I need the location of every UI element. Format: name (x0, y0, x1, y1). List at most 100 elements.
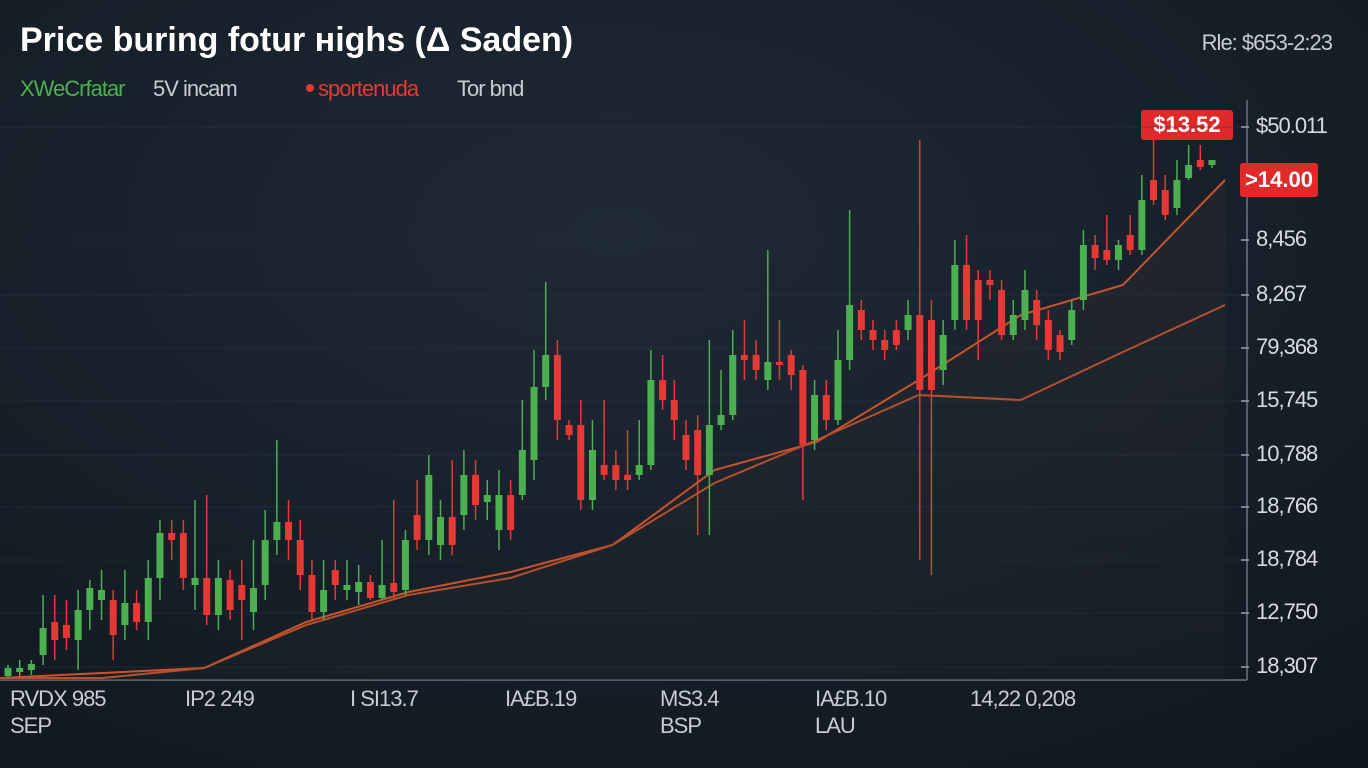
candle-body (179, 533, 187, 578)
candle-body (214, 578, 222, 615)
candle-body (542, 355, 550, 387)
candle-body (261, 540, 269, 585)
candle-body (939, 335, 947, 370)
candle-body (1033, 300, 1041, 325)
candle-body (1196, 160, 1204, 167)
x-tick-label: LAU (815, 713, 855, 738)
price-tag (1240, 163, 1318, 197)
candle-body (507, 495, 515, 530)
candle-body (857, 310, 865, 330)
candle-body (705, 425, 713, 475)
y-tick-label: 12,750 (1256, 599, 1318, 624)
candle-body (1068, 310, 1076, 340)
candle-body (472, 475, 480, 505)
candle-body (1161, 190, 1169, 215)
candle-body (659, 380, 667, 400)
candle-body (694, 430, 702, 475)
y-tick-label: 8,456 (1256, 226, 1307, 251)
y-tick-label: 8,267 (1256, 281, 1307, 306)
candle-body (729, 355, 737, 415)
candle-body (892, 330, 900, 345)
y-tick-label: 18,766 (1256, 493, 1318, 518)
candle-body (775, 362, 783, 365)
x-tick-label: I SI13.7 (350, 686, 419, 711)
candle-body (1114, 245, 1122, 260)
candle-body (296, 540, 304, 575)
candle-body (951, 265, 959, 320)
x-tick-label: SEP (10, 713, 51, 738)
candle-body (121, 603, 129, 625)
candle-body (1208, 160, 1216, 165)
y-tick-label: 79,368 (1256, 334, 1318, 359)
candle-body (27, 664, 35, 670)
candle-body (974, 280, 982, 320)
candle-body (624, 475, 632, 480)
candle-body (144, 578, 152, 622)
candle-body (1044, 320, 1052, 350)
candle-body (834, 360, 842, 420)
candle-body (518, 450, 526, 495)
candle-body (1138, 200, 1146, 250)
candle-body (565, 425, 573, 435)
top-right-label: Rle: $653-2:23 (1202, 30, 1333, 55)
candle-body (238, 585, 246, 600)
candle-body (752, 355, 760, 370)
x-tick-label: IA£B.19 (505, 686, 577, 711)
candle-body (811, 395, 819, 440)
candle-body (670, 400, 678, 420)
candle-body (577, 425, 585, 500)
price-tag-label: >14.00 (1245, 167, 1313, 192)
candle-body (308, 575, 316, 612)
candle-body (109, 600, 117, 635)
ma-line (0, 304, 1226, 679)
candle-body (916, 315, 924, 390)
candle-body (1091, 245, 1099, 258)
candle-body (1021, 290, 1029, 320)
candle-body (355, 582, 363, 592)
candle-body (203, 578, 211, 615)
candle-body (390, 583, 398, 592)
candle-body (401, 540, 409, 590)
candle-body (635, 465, 643, 475)
candle-body (1150, 180, 1158, 200)
candle-body (1079, 245, 1087, 300)
x-tick-label: 14,22 0,208 (970, 686, 1076, 711)
candle-body (495, 495, 503, 530)
candle-body (16, 668, 24, 672)
candle-body (331, 570, 339, 585)
candle-body (39, 628, 47, 655)
candle-body (869, 330, 877, 340)
candle-body (273, 522, 281, 540)
candle-body (460, 475, 468, 515)
legend-label: XWeCrfatar (20, 76, 125, 101)
legend-label: sportenuda (318, 76, 420, 101)
candle-body (1103, 250, 1111, 260)
x-tick-label: IA£B.10 (815, 686, 887, 711)
candle-body (320, 590, 328, 612)
candle-body (86, 588, 94, 610)
x-tick-label: RVDX 985 (10, 686, 106, 711)
legend-label: Tor bnd (457, 76, 523, 101)
candle-body (764, 362, 772, 380)
candle-body (437, 517, 445, 545)
candle-body (647, 380, 655, 465)
candle-body (4, 668, 12, 676)
candle-body (846, 305, 854, 360)
candle-body (343, 585, 351, 590)
candle-body (191, 578, 199, 585)
x-tick-label: IP2 249 (185, 686, 255, 711)
candle-body (133, 603, 141, 622)
candle-body (553, 355, 561, 420)
candle-body (448, 517, 456, 545)
candle-body (366, 582, 374, 598)
chart-title: Price buring fotur нighs (Δ Saden) (20, 21, 573, 59)
candle-body (1056, 335, 1064, 352)
candle-body (156, 533, 164, 578)
area-shade (0, 180, 1225, 680)
candle-body (588, 450, 596, 500)
y-tick-label: 10,788 (1256, 441, 1318, 466)
candle-body (787, 355, 795, 375)
candle-body (717, 415, 725, 425)
candle-body (530, 387, 538, 460)
candle-body (249, 588, 257, 612)
